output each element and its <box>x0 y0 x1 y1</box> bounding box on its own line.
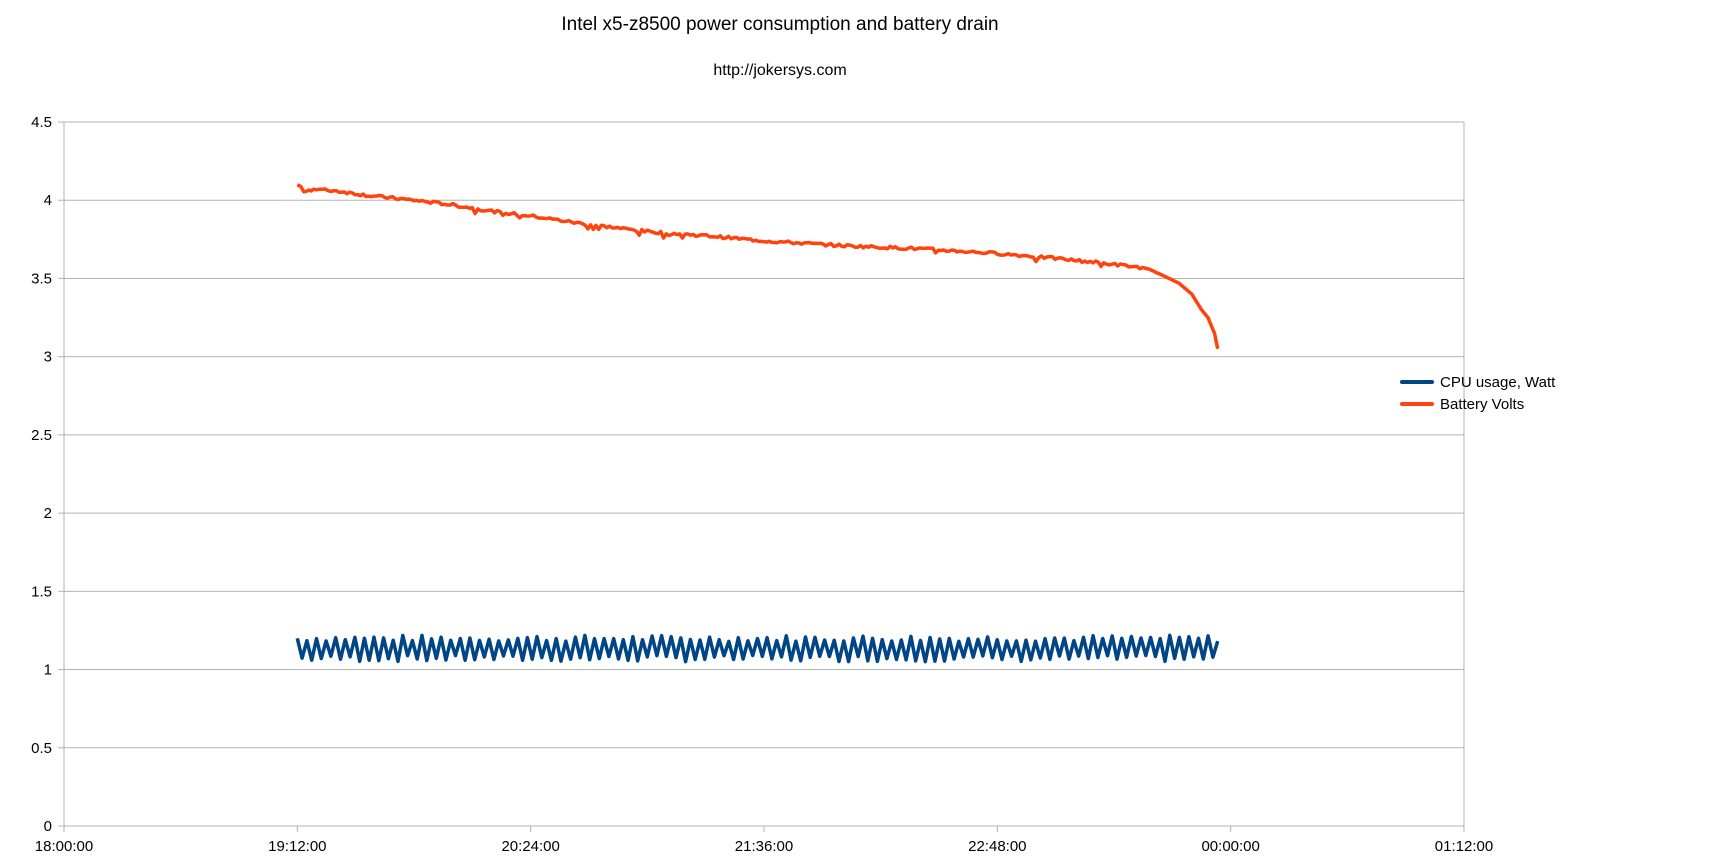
x-tick-label: 21:36:00 <box>735 838 793 855</box>
legend-item-cpu: CPU usage, Watt <box>1400 371 1555 393</box>
x-tick-label: 22:48:00 <box>968 838 1026 855</box>
legend-swatch-cpu <box>1400 380 1434 384</box>
y-tick-label: 3.5 <box>31 270 52 287</box>
legend: CPU usage, Watt Battery Volts <box>1400 371 1555 415</box>
y-tick-label: 0.5 <box>31 740 52 757</box>
y-tick-label: 0 <box>44 818 52 835</box>
legend-label-cpu: CPU usage, Watt <box>1440 373 1556 391</box>
y-tick-label: 1 <box>44 662 52 679</box>
chart-subtitle: http://jokersys.com <box>713 62 847 79</box>
legend-label-battery: Battery Volts <box>1440 395 1525 413</box>
legend-swatch-battery <box>1400 402 1434 406</box>
y-tick-label: 2 <box>44 505 52 522</box>
x-tick-label: 01:12:00 <box>1435 838 1493 855</box>
series-battery-volts-line <box>296 183 1220 350</box>
y-tick-label: 3 <box>44 349 52 366</box>
x-tick-label: 19:12:00 <box>268 838 326 855</box>
y-tick-label: 4.5 <box>31 114 52 131</box>
x-tick-label: 18:00:00 <box>35 838 93 855</box>
y-tick-label: 4 <box>44 192 52 209</box>
x-tick-label: 00:00:00 <box>1201 838 1259 855</box>
x-tick-label: 20:24:00 <box>501 838 559 855</box>
series-cpu-usage-line <box>295 633 1220 664</box>
y-tick-label: 1.5 <box>31 583 52 600</box>
chart-title: Intel x5-z8500 power consumption and bat… <box>561 14 999 35</box>
legend-item-battery: Battery Volts <box>1400 393 1555 415</box>
y-tick-label: 2.5 <box>31 427 52 444</box>
